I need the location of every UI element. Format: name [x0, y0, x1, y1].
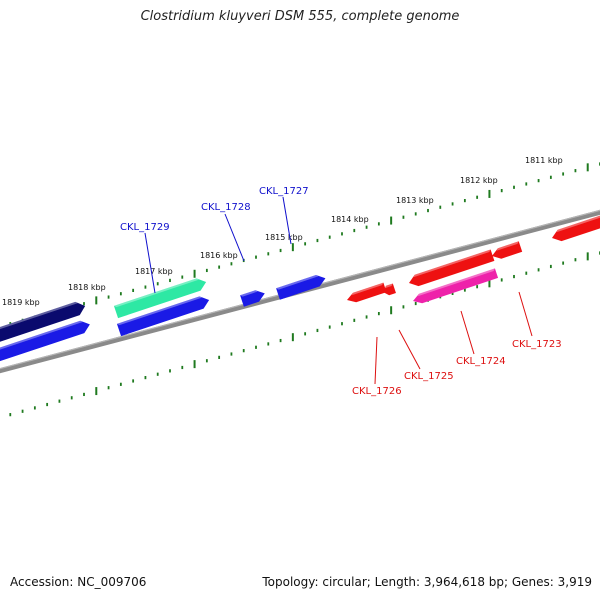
gene-arrow-ckl_1727-shade: [276, 275, 319, 290]
leader-line-ckl_1726: [374, 336, 378, 385]
gene-arrow-ckl_1728: [240, 290, 265, 307]
leader-line-ckl_1725: [398, 329, 421, 370]
kbp-tick-label: 1811 kbp: [525, 156, 563, 165]
kbp-tick-label: 1817 kbp: [135, 267, 173, 276]
gene-arrow-red-edge-shade: [556, 213, 600, 233]
gene-arrow-red-long-body: [409, 249, 495, 287]
gene-arrow-navy-top: [0, 301, 86, 343]
gene-label-ckl_1724: CKL_1724: [456, 356, 506, 367]
gene-label-ckl_1723: CKL_1723: [512, 339, 562, 350]
gene-arrow-ckl_1726-shade: [351, 282, 384, 296]
gene-arrow-red-long: [409, 249, 495, 287]
gene-arrow-blue-mid: [116, 296, 210, 337]
lower-tick-row: [9, 251, 600, 417]
gene-arrow-ckl_1725-shade: [384, 283, 393, 289]
kbp-tick-label: 1818 kbp: [68, 283, 106, 292]
gene-arrow-ckl_1725-body: [383, 283, 396, 296]
gene-arrow-ckl_1726: [347, 282, 387, 303]
gene-arrow-blue-mid-body: [116, 296, 210, 337]
gene-label-ckl_1725: CKL_1725: [404, 371, 454, 382]
kbp-tick-label: 1814 kbp: [331, 215, 369, 224]
map-title: Clostridium kluyveri DSM 555, complete g…: [140, 9, 460, 24]
gene-arrow-navy-top-shade: [0, 301, 78, 331]
kbp-tick-label: 1812 kbp: [460, 176, 498, 185]
kbp-tick-label: 1815 kbp: [265, 233, 303, 242]
genome-info-text: Topology: circular; Length: 3,964,618 bp…: [262, 575, 592, 589]
gene-arrow-blue-mid-shade: [116, 296, 203, 326]
kbp-tick-label: 1819 kbp: [2, 298, 40, 307]
gene-arrow-blue-left-body: [0, 320, 90, 363]
gene-arrow-ckl_1724-shade: [417, 268, 495, 297]
gene-arrow-blue-left: [0, 320, 90, 363]
gene-arrow-ckl_1724-body: [413, 268, 499, 304]
gene-arrow-ckl_1729: [113, 278, 207, 319]
gene-label-ckl_1727: CKL_1727: [259, 186, 309, 197]
accession-text: Accession: NC_009706: [10, 575, 147, 589]
gene-arrow-blue-left-shade: [0, 320, 83, 352]
leader-line-ckl_1728: [224, 213, 245, 262]
gene-arrow-ckl_1727: [276, 275, 326, 300]
gene-arrow-ckl_1723-body: [492, 241, 523, 259]
gene-arrow-ckl_1727-body: [276, 275, 326, 300]
gene-arrow-red-edge: [552, 213, 600, 242]
leader-line-ckl_1723: [518, 291, 533, 337]
gene-label-ckl_1729: CKL_1729: [120, 222, 170, 233]
gene-arrow-ckl_1723: [492, 241, 523, 259]
gene-arrow-navy-top-body: [0, 301, 86, 343]
gene-arrow-ckl_1729-shade: [113, 278, 200, 308]
gene-arrow-red-long-shade: [413, 249, 491, 278]
gene-arrow-ckl_1723-shade: [496, 241, 519, 251]
gene-label-ckl_1728: CKL_1728: [201, 202, 251, 213]
gene-label-ckl_1726: CKL_1726: [352, 386, 402, 397]
gene-arrow-ckl_1724: [413, 268, 499, 304]
gene-arrow-ckl_1728-body: [240, 290, 265, 307]
gene-arrow-ckl_1725: [383, 283, 396, 296]
kbp-tick-label: 1813 kbp: [396, 196, 434, 205]
leader-line-ckl_1729: [144, 232, 156, 294]
gene-arrow-ckl_1728-shade: [240, 290, 258, 297]
leader-line-ckl_1727: [282, 196, 292, 245]
gene-arrow-red-edge-body: [552, 213, 600, 242]
gene-arrow-ckl_1726-body: [347, 282, 387, 303]
kbp-tick-label: 1816 kbp: [200, 251, 238, 260]
gene-arrow-ckl_1729-body: [113, 278, 207, 319]
leader-line-ckl_1724: [460, 310, 475, 355]
